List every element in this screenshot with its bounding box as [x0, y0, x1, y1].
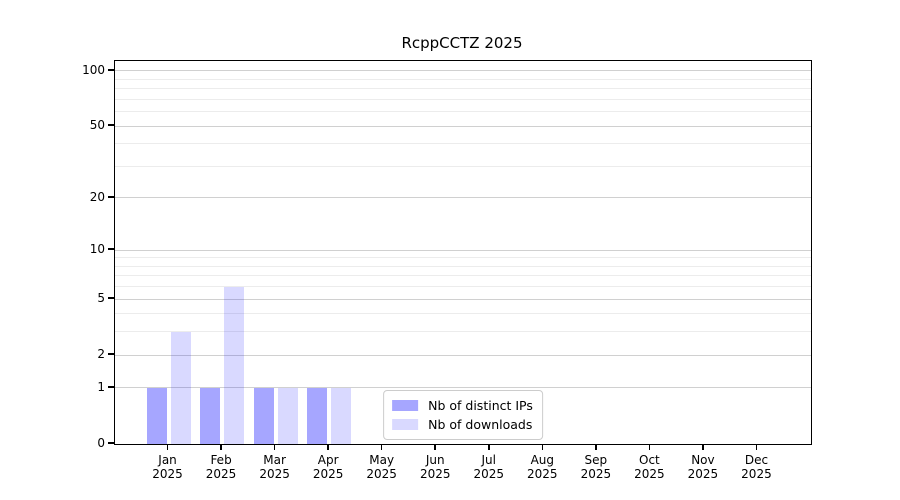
x-tick-label-oct: Oct 2025 [634, 453, 665, 481]
gridline-major-2 [115, 354, 811, 356]
legend-row-distinct-ips: Nb of distinct IPs [392, 396, 533, 415]
y-tick-label-1: 1 [97, 379, 105, 394]
x-tick-label-sep: Sep 2025 [580, 453, 612, 481]
x-tick-mark-oct [648, 444, 651, 450]
gridline-major-100 [115, 70, 811, 72]
gridline-major-50 [115, 125, 811, 127]
y-tick-label-0: 0 [97, 436, 105, 450]
legend-row-downloads: Nb of downloads [392, 415, 533, 434]
bar-nb-of-distinct-ips-apr [307, 387, 328, 444]
y-tick-label-2: 2 [97, 347, 105, 362]
legend: Nb of distinct IPs Nb of downloads [383, 390, 543, 440]
x-tick-label-nov: Nov 2025 [687, 453, 719, 481]
bar-nb-of-distinct-ips-jan [146, 387, 167, 444]
gridline-minor-60 [115, 111, 811, 113]
legend-swatch-downloads [392, 419, 419, 430]
x-tick-mark-jan [166, 444, 169, 450]
plot-area: Nb of distinct IPs Nb of downloads [114, 60, 812, 445]
x-tick-mark-feb [220, 444, 222, 450]
x-tick-mark-jul [488, 444, 490, 450]
bar-nb-of-downloads-feb [224, 286, 245, 444]
x-tick-mark-sep [595, 444, 597, 450]
x-tick-label-aug: Aug 2025 [527, 453, 558, 481]
gridline-minor-80 [115, 88, 811, 90]
x-tick-label-dec: Dec 2025 [741, 453, 772, 481]
x-tick-mark-may [380, 444, 383, 450]
y-tick-label-10: 10 [89, 242, 105, 257]
gridline-minor-30 [115, 165, 811, 167]
gridline-minor-9 [115, 257, 811, 259]
y-tick-mark-100 [108, 69, 114, 71]
y-tick-label-100: 100 [82, 62, 105, 77]
gridline-major-20 [115, 197, 811, 199]
bar-nb-of-downloads-mar [277, 387, 298, 444]
legend-label-distinct-ips: Nb of distinct IPs [428, 398, 533, 413]
x-tick-label-may: May 2025 [366, 453, 397, 481]
gridline-minor-4 [115, 313, 811, 315]
x-tick-label-jul: Jul 2025 [473, 453, 505, 481]
y-tick-mark-2 [108, 353, 114, 355]
bar-nb-of-downloads-jan [170, 331, 191, 444]
y-tick-mark-50 [108, 124, 114, 126]
gridline-minor-8 [115, 265, 811, 267]
gridline-major-5 [115, 298, 811, 300]
x-tick-mark-jun [434, 444, 436, 450]
legend-swatch-distinct-ips [392, 400, 419, 411]
y-tick-label-50: 50 [89, 118, 105, 133]
x-tick-label-jan: Jan 2025 [152, 453, 183, 481]
y-tick-label-5: 5 [97, 291, 105, 306]
x-tick-label-jun: Jun 2025 [419, 453, 451, 481]
y-tick-mark-0 [108, 442, 114, 444]
gridline-minor-70 [115, 98, 811, 100]
x-tick-label-mar: Mar 2025 [259, 453, 290, 481]
gridline-minor-90 [115, 78, 811, 80]
gridline-minor-40 [115, 143, 811, 145]
x-tick-mark-apr [327, 444, 329, 450]
chart-title: RcppCCTZ 2025 [401, 34, 523, 52]
legend-label-downloads: Nb of downloads [428, 417, 533, 432]
x-tick-mark-dec [755, 444, 758, 450]
x-tick-label-feb: Feb 2025 [205, 453, 237, 481]
y-tick-mark-10 [108, 248, 114, 250]
gridline-minor-6 [115, 286, 811, 288]
gridline-major-10 [115, 249, 811, 251]
bar-nb-of-downloads-apr [331, 387, 352, 444]
bar-nb-of-distinct-ips-mar [253, 387, 274, 444]
y-tick-mark-5 [108, 297, 114, 299]
x-tick-mark-nov [702, 444, 704, 450]
x-tick-mark-mar [273, 444, 276, 450]
gridline-major-1 [115, 387, 811, 389]
gridline-minor-7 [115, 275, 811, 277]
y-tick-mark-20 [108, 196, 114, 198]
x-tick-label-apr: Apr 2025 [312, 453, 344, 481]
y-tick-mark-1 [108, 386, 114, 388]
y-tick-label-20: 20 [89, 189, 105, 204]
gridline-minor-3 [115, 331, 811, 333]
bar-nb-of-distinct-ips-feb [200, 387, 221, 444]
x-tick-mark-aug [541, 444, 544, 450]
